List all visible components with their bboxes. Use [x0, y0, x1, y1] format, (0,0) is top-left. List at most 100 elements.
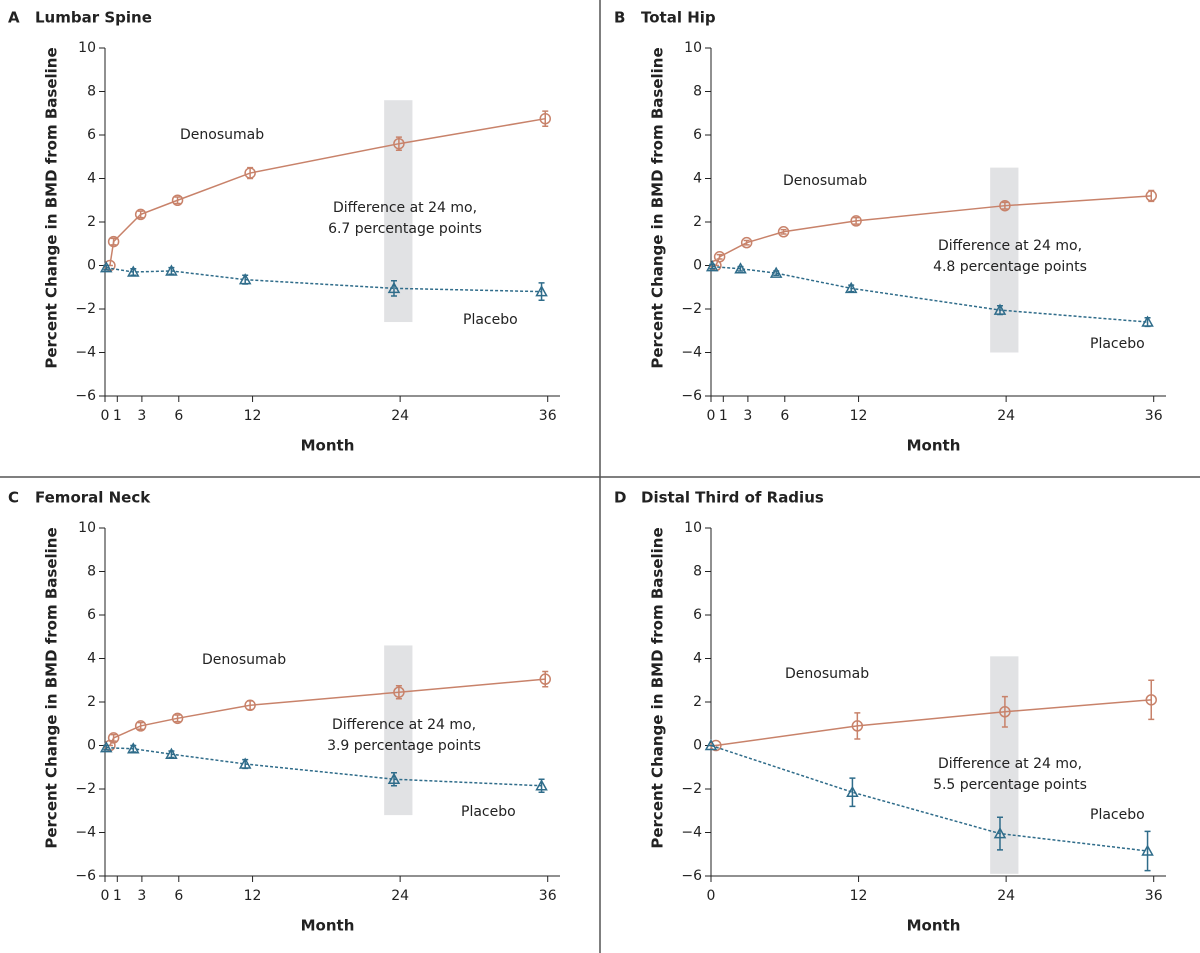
panel-letter: A	[8, 9, 20, 27]
series-label: Denosumab	[180, 127, 264, 143]
error-bar	[780, 228, 787, 235]
y-tick-label: −2	[75, 301, 96, 317]
marker	[704, 738, 718, 751]
marker	[99, 261, 113, 273]
error-bar	[996, 816, 1003, 851]
marker	[740, 236, 753, 249]
marker	[387, 772, 401, 784]
y-tick-label: 0	[693, 738, 702, 754]
y-tick-label: −6	[681, 868, 702, 884]
marker	[393, 686, 405, 698]
y-tick-label: 6	[693, 607, 702, 623]
y-tick-label: 10	[78, 40, 96, 56]
y-tick-label: 2	[693, 214, 702, 230]
marker	[705, 260, 719, 272]
x-tick-label: 36	[539, 408, 557, 424]
marker	[165, 747, 178, 759]
x-axis-title: Month	[301, 917, 355, 935]
marker	[535, 779, 548, 791]
x-tick-label: 1	[113, 888, 122, 904]
series-line	[710, 744, 1148, 852]
marker	[846, 785, 859, 798]
y-tick-label: −4	[681, 825, 702, 841]
marker	[393, 137, 405, 150]
y-tick-label: 2	[693, 694, 702, 710]
error-bar	[849, 777, 856, 808]
y-axis-title: Percent Change in BMD from Baseline	[43, 47, 61, 368]
panel-title: Femoral Neck	[35, 489, 151, 507]
marker	[851, 720, 864, 732]
y-tick-label: 4	[87, 171, 96, 187]
marker	[134, 208, 147, 221]
x-tick-label: 0	[707, 408, 716, 424]
x-tick-label: 12	[850, 888, 868, 904]
x-tick-label: 6	[174, 888, 183, 904]
marker	[999, 706, 1011, 718]
y-axis-title: Percent Change in BMD from Baseline	[649, 527, 667, 848]
annotation: 5.5 percentage points	[933, 777, 1087, 793]
error-bar	[1001, 201, 1008, 210]
marker	[134, 720, 147, 732]
marker	[844, 281, 858, 294]
marker	[850, 215, 862, 227]
error-bar	[854, 712, 861, 740]
marker	[171, 712, 184, 725]
marker	[539, 112, 551, 125]
marker	[734, 262, 747, 274]
marker	[238, 273, 252, 285]
y-tick-label: −4	[75, 825, 96, 841]
y-tick-label: 0	[87, 738, 96, 754]
x-tick-label: 3	[137, 408, 146, 424]
x-axis-title: Month	[301, 437, 355, 455]
x-tick-label: 12	[244, 408, 262, 424]
marker	[244, 167, 256, 179]
marker	[107, 235, 120, 248]
marker	[1141, 844, 1154, 856]
annotation: Difference at 24 mo,	[333, 200, 477, 216]
x-tick-label: 12	[244, 888, 262, 904]
series-label: Placebo	[461, 804, 516, 820]
marker	[713, 251, 726, 263]
y-tick-label: −2	[75, 781, 96, 797]
marker	[107, 732, 120, 744]
x-tick-label: 36	[1145, 888, 1163, 904]
panel-title: Distal Third of Radius	[641, 489, 824, 507]
y-tick-label: −6	[681, 388, 702, 404]
annotation: 6.7 percentage points	[328, 221, 482, 237]
annotation: Difference at 24 mo,	[938, 756, 1082, 772]
marker	[244, 699, 256, 712]
x-tick-label: 24	[391, 888, 409, 904]
highlight-band	[384, 645, 413, 816]
x-tick-label: 1	[719, 408, 728, 424]
x-tick-label: 24	[391, 408, 409, 424]
x-tick-label: 0	[101, 408, 110, 424]
series-label: Placebo	[1090, 807, 1145, 823]
x-axis-title: Month	[907, 437, 961, 455]
x-tick-label: 3	[743, 408, 752, 424]
series-line	[715, 699, 1152, 747]
marker	[171, 194, 184, 206]
x-tick-label: 6	[780, 408, 789, 424]
annotation: Difference at 24 mo,	[938, 238, 1082, 254]
marker	[1145, 190, 1157, 202]
x-tick-label: 24	[997, 888, 1015, 904]
error-bar	[1001, 695, 1008, 728]
marker	[387, 281, 401, 294]
y-axis-title: Percent Change in BMD from Baseline	[649, 47, 667, 368]
marker	[993, 303, 1007, 315]
error-bar	[716, 253, 723, 260]
error-bar	[137, 721, 144, 730]
series-label: Denosumab	[785, 666, 869, 682]
y-tick-label: 8	[693, 84, 702, 100]
y-tick-label: 10	[684, 40, 702, 56]
y-tick-label: −2	[681, 301, 702, 317]
y-tick-label: 4	[87, 651, 96, 667]
marker	[1145, 694, 1157, 706]
marker	[993, 827, 1007, 839]
y-tick-label: 10	[684, 520, 702, 536]
